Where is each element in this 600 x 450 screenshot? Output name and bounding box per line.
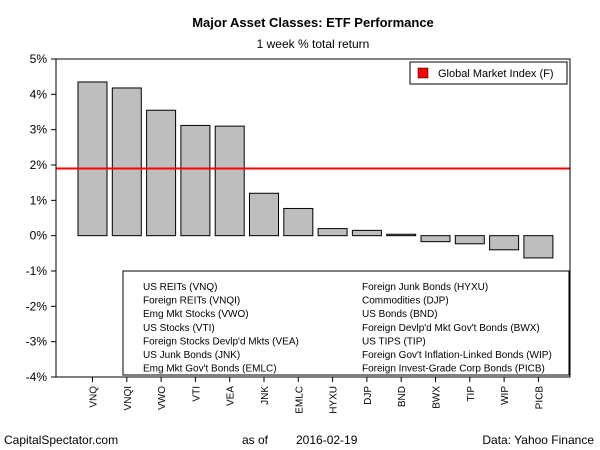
bar-vwo [146,109,177,237]
x-tick-label-vwo: VWO [157,386,168,410]
x-tick-label-bnd: BND [397,386,408,407]
bar-jnk [249,192,279,237]
y-tick-label: 0% [30,229,48,243]
x-tick-label-vti: VTI [191,386,202,402]
ticker-note-right: US TIPS (TIP) [362,336,426,347]
ticker-note-left: US Junk Bonds (JNK) [143,350,240,361]
legend-swatch-global-market-index [417,67,429,79]
y-tick-label: -2% [26,299,48,313]
legend-box [409,61,568,85]
ticker-notes-right: Foreign Junk Bonds (HYXU) Commodities (DJ… [362,282,552,375]
bar-tip [454,235,485,245]
bars [77,81,554,259]
footer-site: CapitalSpectator.com [4,433,118,447]
ticker-note-left: Foreign REITs (VNQI) [143,296,240,307]
footer-data-source: Data: Yahoo Finance [482,433,594,447]
ticker-note-right: Foreign Devlp'd Mkt Gov't Bonds (BWX) [362,323,540,334]
y-tick-label: -4% [26,370,48,384]
legend: Global Market Index (F) [409,61,568,85]
ticker-notes-box [122,270,570,376]
x-tick-label-picb: PICB [534,386,545,410]
x-tick-label-wip: WIP [500,386,511,405]
y-tick-label: -3% [26,335,48,349]
ticker-note-right: Foreign Junk Bonds (HYXU) [362,282,488,293]
x-tick-label-djp: DJP [363,386,374,405]
x-tick-label-jnk: JNK [260,386,271,405]
bar-vnqi [111,87,142,237]
legend-label-global-market-index: Global Market Index (F) [438,68,554,80]
y-tick-label: 4% [30,87,48,101]
bar-picb [523,235,554,259]
bar-bwx [420,235,451,243]
x-axis: VNQ VNQI VWO VTI VEA JNK EMLC HYXU DJP BND BWX TIP W… [89,377,545,414]
ticker-note-left: Emg Mkt Stocks (VWO) [143,309,249,320]
x-tick-label-vnq: VNQ [89,386,100,408]
bar-wip [489,235,520,251]
x-tick-label-vea: VEA [226,386,237,406]
ticker-note-right: Foreign Invest-Grade Corp Bonds (PICB) [362,364,545,375]
x-tick-label-tip: TIP [466,386,477,402]
bar-vti [180,124,211,237]
bar-hyxu [317,228,348,237]
bar-bnd [386,233,417,237]
y-axis: 5% 4% 3% 2% 1% 0% -1% -2% -3% -4% [26,52,56,384]
y-tick-label: 3% [30,123,48,137]
ticker-note-right: US Bonds (BND) [362,309,438,320]
bar-emlc [283,207,314,237]
ticker-note-right: Foreign Gov't Inflation-Linked Bonds (WI… [362,350,552,361]
chart-subtitle: 1 week % total return [257,37,370,51]
ticker-notes: US REITs (VNQ) Foreign REITs (VNQI) Emg Mk… [122,270,570,376]
x-tick-label-bwx: BWX [432,386,443,409]
bar-vea [214,125,245,237]
ticker-note-left: Emg Mkt Gov't Bonds (EMLC) [143,364,277,375]
x-tick-label-vnqi: VNQI [123,386,134,410]
chart-title: Major Asset Classes: ETF Performance [192,15,434,30]
y-tick-label: -1% [26,264,48,278]
ticker-note-left: US REITs (VNQ) [143,282,217,293]
bar-vnq [77,81,108,237]
footer-as-of-date: 2016-02-19 [296,433,358,447]
ticker-note-left: Foreign Stocks Devlp'd Mkts (VEA) [143,336,299,347]
ticker-note-left: US Stocks (VTI) [143,323,215,334]
bar-djp [351,229,382,237]
x-tick-label-hyxu: HYXU [329,386,340,414]
x-tick-label-emlc: EMLC [294,386,305,414]
ticker-notes-left: US REITs (VNQ) Foreign REITs (VNQI) Emg Mk… [143,282,299,375]
footer-as-of-label: as of [242,433,269,447]
ticker-note-right: Commodities (DJP) [362,296,449,307]
y-tick-label: 2% [30,158,48,172]
y-tick-label: 5% [30,52,48,66]
y-tick-label: 1% [30,193,48,207]
plot-frame [55,58,571,378]
